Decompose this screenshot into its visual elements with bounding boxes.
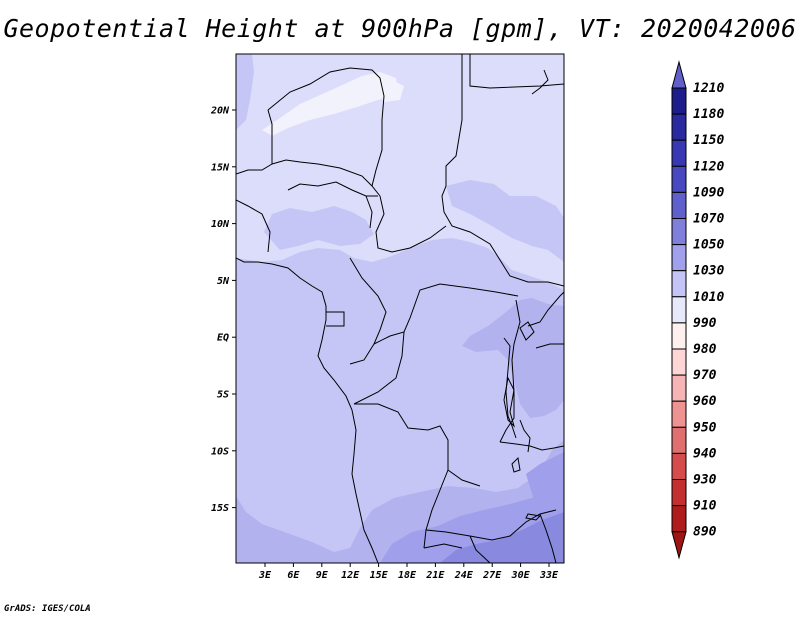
colorbar-bottom-cap [671, 531, 687, 560]
colorbar-label: 980 [693, 342, 717, 357]
colorbar-label: 910 [693, 499, 717, 514]
lat-tick-label: 15S [211, 503, 229, 514]
field-1030 [236, 54, 254, 130]
colorbar-swatch [671, 191, 687, 219]
colorbar-swatch [671, 139, 687, 167]
colorbar-swatch [671, 322, 687, 350]
lon-tick-label: 24E [454, 570, 474, 581]
latitude-axis: 20N 15N 10N 5N EQ 5S 10S 15S [210, 106, 236, 514]
colorbar-label: 1150 [693, 133, 724, 148]
coastline-west [236, 257, 379, 563]
lon-tick-label: 18E [398, 570, 417, 581]
colorbar-label: 950 [693, 420, 717, 435]
lakes [503, 69, 549, 521]
field-1090 [440, 512, 564, 563]
field-990 [262, 72, 398, 136]
colorbar-label: 1010 [693, 290, 724, 305]
colorbar-label: 1210 [693, 81, 724, 96]
colorbar-swatch [671, 218, 687, 246]
colorbar-swatch [671, 452, 687, 480]
colorbar-label: 990 [693, 316, 717, 331]
colorbar-label: 960 [693, 394, 717, 409]
colorbar-swatch [671, 270, 687, 298]
lat-tick-label: 15N [211, 162, 230, 173]
colorbar-swatch [671, 505, 687, 533]
colorbar-label: 930 [693, 473, 717, 488]
lon-tick-label: 30E [511, 570, 531, 581]
colorbar: 1210 1180 1150 1120 1090 1070 1050 1030 1010 990 9… [671, 60, 724, 560]
lon-tick-label: 9E [316, 570, 329, 581]
height-field [236, 54, 564, 563]
colorbar-swatch [671, 165, 687, 193]
field-1070 [526, 452, 564, 506]
lon-tick-label: 6E [287, 570, 300, 581]
field-1030 [446, 180, 564, 262]
lon-tick-label: 12E [341, 570, 360, 581]
field-1050 [462, 298, 564, 418]
colorbar-swatch [671, 479, 687, 507]
longitude-axis: 3E 6E 9E 12E 15E 18E 21E 24E 27E 30E 33E [258, 563, 559, 581]
colorbar-swatch [671, 244, 687, 272]
colorbar-label: 1050 [693, 238, 724, 253]
colorbar-label: 1120 [693, 159, 724, 174]
plot-title: Geopotential Height at 900hPa [gpm], VT:… [3, 14, 797, 43]
field-990 [372, 78, 404, 102]
colorbar-swatch [671, 348, 687, 376]
lat-tick-label: 5S [217, 390, 229, 401]
lat-tick-label: 20N [210, 106, 230, 117]
lat-tick-label: 5N [217, 276, 230, 287]
map-frame [235, 53, 565, 564]
colorbar-label: 1180 [693, 107, 724, 122]
colorbar-swatch [671, 400, 687, 428]
colorbar-label: 970 [693, 368, 717, 383]
lat-tick-label: EQ [217, 333, 229, 344]
colorbar-swatch [671, 374, 687, 402]
lat-tick-label: 10N [211, 219, 230, 230]
colorbar-swatch [671, 113, 687, 141]
colorbar-top-cap [671, 60, 687, 89]
lon-tick-label: 3E [258, 570, 272, 581]
colorbar-swatch [671, 296, 687, 324]
field-1030 [264, 206, 374, 250]
lat-tick-label: 10S [211, 446, 229, 457]
colorbar-label: 1090 [693, 185, 724, 200]
colorbar-label: 1030 [693, 264, 724, 279]
lon-tick-label: 33E [539, 570, 559, 581]
credit-text: GrADS: IGES/COLA [4, 604, 91, 614]
lon-tick-label: 21E [425, 570, 445, 581]
colorbar-swatch [671, 426, 687, 454]
lon-tick-label: 27E [482, 570, 502, 581]
colorbar-label: 1070 [693, 212, 724, 227]
colorbar-swatch [671, 87, 687, 115]
colorbar-label: 890 [693, 525, 717, 540]
colorbar-label: 940 [693, 446, 717, 461]
lon-tick-label: 15E [370, 570, 389, 581]
